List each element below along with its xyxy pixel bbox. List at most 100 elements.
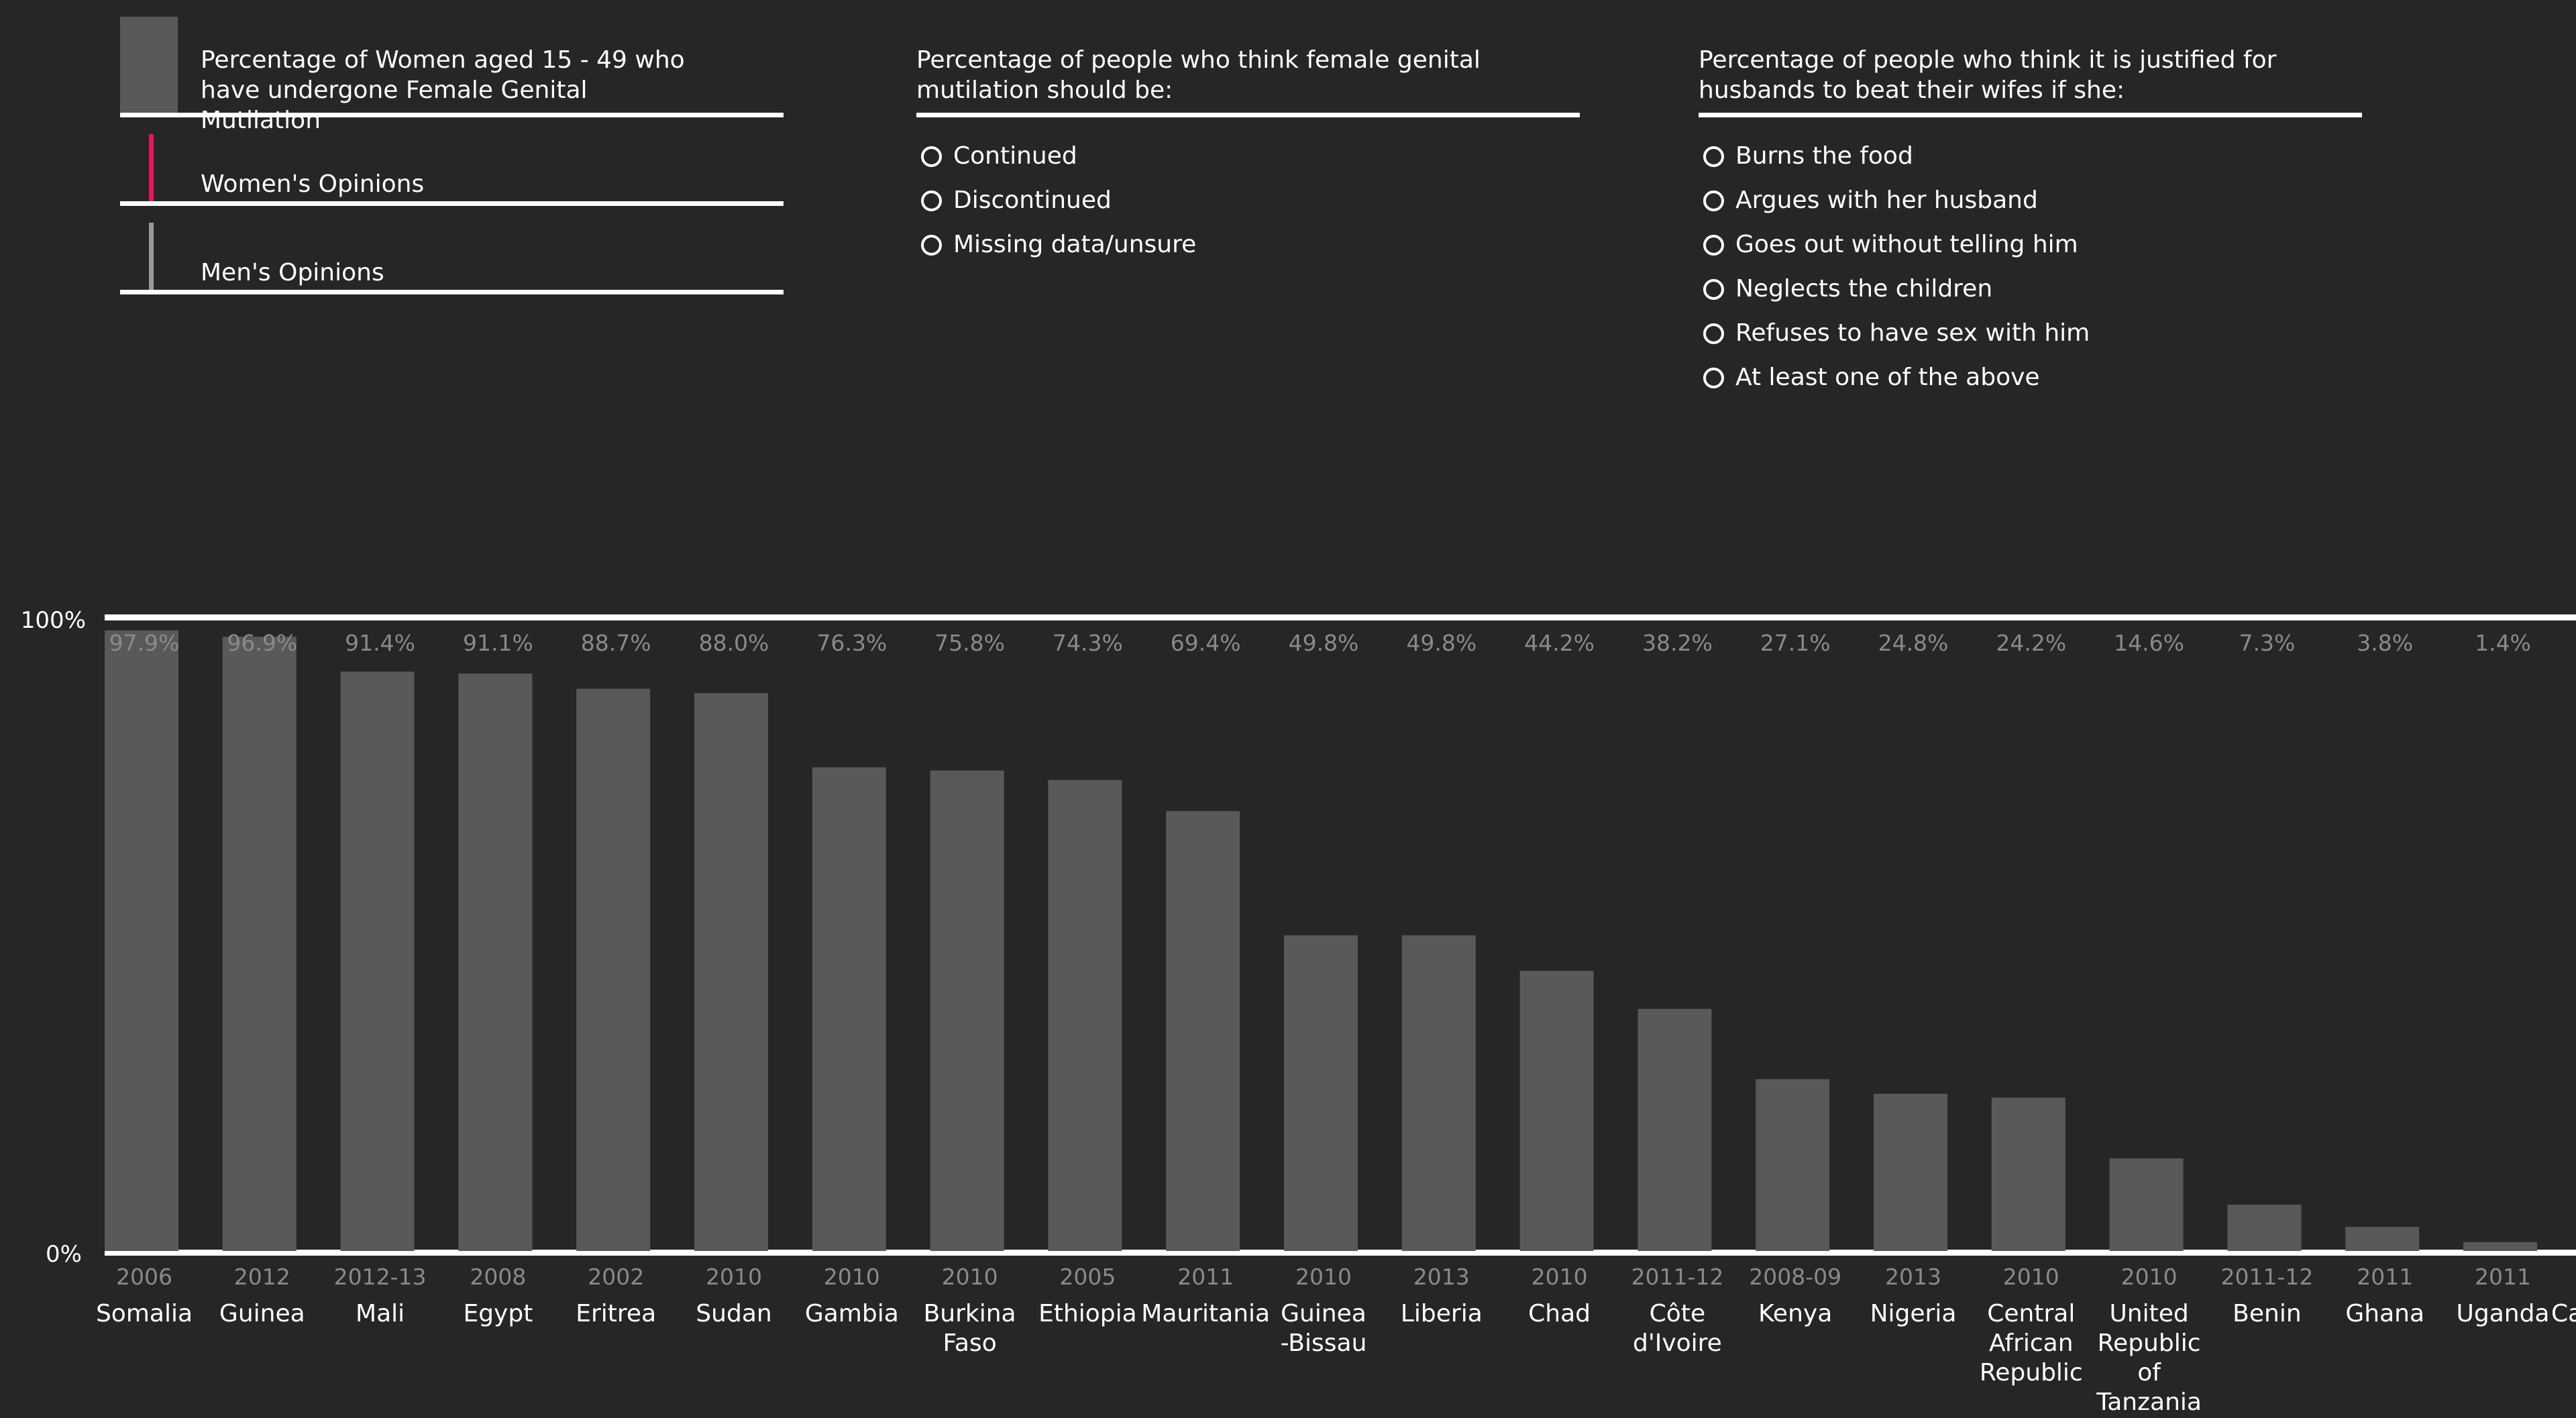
year-label: 2010 xyxy=(706,1264,762,1290)
y-tick-label-100: 100% xyxy=(21,607,86,634)
value-label: 3.8% xyxy=(2357,630,2413,656)
category-label: Central African Republic xyxy=(1980,1300,2083,1386)
value-label: 91.1% xyxy=(463,630,533,656)
bar-7[interactable] xyxy=(930,770,1004,1251)
mens-opinions-legend-label: Men's Opinions xyxy=(201,259,384,286)
radio-discontinued[interactable] xyxy=(921,190,942,211)
category-label: Guinea -Bissau xyxy=(1281,1300,1367,1357)
year-label: 2006 xyxy=(116,1264,172,1290)
option-discontinued[interactable]: Discontinued xyxy=(953,186,1112,214)
category-label: Liberia xyxy=(1401,1300,1483,1327)
year-label: 2011 xyxy=(1177,1264,1234,1290)
bar-10[interactable] xyxy=(1284,935,1358,1251)
value-label: 74.3% xyxy=(1053,630,1123,656)
year-label: 2008-09 xyxy=(1749,1264,1841,1290)
legend-divider xyxy=(120,113,784,117)
year-label: 2010 xyxy=(2003,1264,2059,1290)
category-label: Ghana xyxy=(2345,1300,2424,1327)
bar-19[interactable] xyxy=(2345,1227,2420,1251)
bar-17[interactable] xyxy=(2109,1158,2184,1251)
axis-line-100 xyxy=(105,614,2576,620)
value-label: 49.8% xyxy=(1406,630,1477,656)
bar-0[interactable] xyxy=(105,630,178,1251)
category-label: Mali xyxy=(356,1300,405,1327)
bar-18[interactable] xyxy=(2227,1205,2302,1251)
category-label: Côte d'Ivoire xyxy=(1633,1300,1722,1357)
category-label: United Republic of Tanzania xyxy=(2096,1300,2202,1416)
bar-6[interactable] xyxy=(812,767,886,1251)
wife-beating-filter-title: Percentage of people who think it is jus… xyxy=(1699,46,2277,104)
womens-opinions-swatch xyxy=(149,134,154,203)
year-label: 2011-12 xyxy=(2220,1264,2313,1290)
option-missing-data[interactable]: Missing data/unsure xyxy=(953,231,1197,258)
option-at-least-one[interactable]: At least one of the above xyxy=(1735,364,2040,391)
year-label: 2013 xyxy=(1885,1264,1941,1290)
year-label: 2011 xyxy=(2357,1264,2413,1290)
radio-missing-data[interactable] xyxy=(921,235,942,256)
value-label: 7.3% xyxy=(2239,630,2295,656)
value-label: 75.8% xyxy=(934,630,1005,656)
fgm-opinion-filter-title: Percentage of people who think female ge… xyxy=(916,46,1481,104)
category-label: Guinea xyxy=(219,1300,305,1327)
option-refuses-sex[interactable]: Refuses to have sex with him xyxy=(1735,319,2090,347)
year-label: 2002 xyxy=(588,1264,644,1290)
value-label: 27.1% xyxy=(1760,630,1831,656)
category-label: Uganda xyxy=(2457,1300,2550,1327)
value-label: 97.9% xyxy=(109,630,180,656)
bar-13[interactable] xyxy=(1638,1009,1712,1251)
year-label: 2012 xyxy=(234,1264,290,1290)
category-label: Egypt xyxy=(463,1300,533,1327)
option-continued[interactable]: Continued xyxy=(953,142,1077,170)
category-label: Ca xyxy=(2551,1300,2576,1327)
filter-divider xyxy=(916,113,1580,117)
radio-neglects-children[interactable] xyxy=(1703,279,1724,300)
value-label: 91.4% xyxy=(345,630,415,656)
year-label: 2010 xyxy=(2121,1264,2178,1290)
value-label: 24.8% xyxy=(1878,630,1949,656)
option-goes-out[interactable]: Goes out without telling him xyxy=(1735,231,2078,258)
year-label: 2013 xyxy=(1413,1264,1470,1290)
year-label: 2010 xyxy=(824,1264,880,1290)
category-label: Gambia xyxy=(805,1300,899,1327)
category-label: Kenya xyxy=(1758,1300,1832,1327)
bar-1[interactable] xyxy=(222,637,297,1251)
radio-continued[interactable] xyxy=(921,146,942,167)
radio-at-least-one[interactable] xyxy=(1703,368,1724,388)
category-label: Eritrea xyxy=(576,1300,656,1327)
option-neglects-children[interactable]: Neglects the children xyxy=(1735,275,1993,303)
value-label: 96.9% xyxy=(227,630,297,656)
option-burns-food[interactable]: Burns the food xyxy=(1735,142,1913,170)
bar-5[interactable] xyxy=(694,693,768,1251)
fgm-prevalence-legend-label: Percentage of Women aged 15 - 49 who hav… xyxy=(201,46,685,134)
value-label: 49.8% xyxy=(1289,630,1359,656)
year-label: 2012-13 xyxy=(334,1264,427,1290)
bar-4[interactable] xyxy=(576,688,651,1251)
radio-refuses-sex[interactable] xyxy=(1703,323,1724,344)
value-label: 76.3% xyxy=(816,630,887,656)
bar-11[interactable] xyxy=(1401,935,1476,1251)
value-label: 1.4% xyxy=(2475,630,2531,656)
radio-burns-food[interactable] xyxy=(1703,146,1724,167)
bar-3[interactable] xyxy=(458,673,533,1251)
bar-12[interactable] xyxy=(1519,971,1594,1251)
radio-argues[interactable] xyxy=(1703,190,1724,211)
radio-goes-out[interactable] xyxy=(1703,235,1724,256)
year-label: 2010 xyxy=(942,1264,998,1290)
bar-2[interactable] xyxy=(340,671,415,1251)
bar-8[interactable] xyxy=(1048,779,1122,1251)
bar-9[interactable] xyxy=(1166,811,1240,1251)
bar-16[interactable] xyxy=(1991,1097,2065,1251)
option-argues[interactable]: Argues with her husband xyxy=(1735,186,2038,214)
category-label: Chad xyxy=(1528,1300,1591,1327)
bar-15[interactable] xyxy=(1874,1093,1947,1251)
fgm-prevalence-swatch xyxy=(120,17,178,113)
bar-20[interactable] xyxy=(2463,1242,2537,1251)
legend-divider xyxy=(120,201,784,206)
year-label: 2011 xyxy=(2475,1264,2531,1290)
category-label: Ethiopia xyxy=(1038,1300,1137,1327)
axis-line-0 xyxy=(105,1250,2576,1256)
bar-14[interactable] xyxy=(1756,1079,1830,1251)
womens-opinions-legend-label: Women's Opinions xyxy=(201,170,425,198)
year-label: 2008 xyxy=(470,1264,526,1290)
